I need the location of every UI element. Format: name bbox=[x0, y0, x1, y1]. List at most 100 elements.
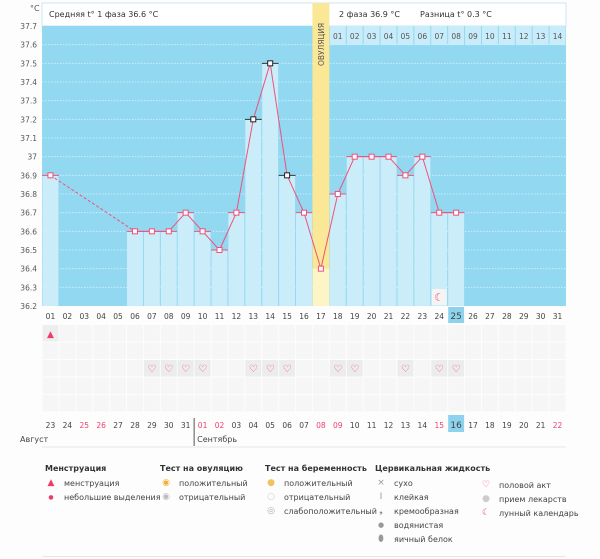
calendar-date-label: 07 bbox=[299, 421, 309, 430]
symptom-cell-filled bbox=[448, 360, 465, 377]
symptom-cell bbox=[363, 325, 380, 342]
cycle-day-label: 31 bbox=[553, 312, 563, 321]
calendar-date-label: 09 bbox=[333, 421, 343, 430]
symptom-cell bbox=[42, 395, 59, 412]
y-tick-label: 36.8 bbox=[20, 190, 37, 199]
symptom-cell bbox=[160, 395, 177, 412]
symptom-cell bbox=[346, 342, 363, 359]
unit-label: °C bbox=[30, 4, 40, 13]
cycle-day-label: 28 bbox=[502, 312, 512, 321]
heart-icon: ♡ bbox=[452, 364, 461, 375]
symptom-cell bbox=[481, 360, 498, 377]
cycle-day-label: 21 bbox=[384, 312, 394, 321]
menstruation-icon: ▲ bbox=[47, 330, 54, 340]
symptom-cell bbox=[380, 342, 397, 359]
legend-label: прием лекарств bbox=[499, 494, 567, 504]
symptom-cell bbox=[465, 395, 481, 412]
symptom-cell bbox=[160, 377, 177, 394]
divider bbox=[42, 556, 566, 557]
calendar-date-label: 29 bbox=[147, 421, 157, 430]
symptom-cell bbox=[211, 377, 228, 394]
symptom-cell bbox=[93, 377, 110, 394]
symptom-cell-filled bbox=[329, 360, 346, 377]
phase2-day-label: 08 bbox=[451, 32, 461, 41]
symptom-cell bbox=[245, 325, 262, 342]
temperature-line-segment bbox=[303, 212, 322, 269]
calendar-date-label: 15 bbox=[434, 421, 444, 430]
y-tick-label: 36.9 bbox=[20, 171, 37, 180]
symptom-cell bbox=[346, 377, 363, 394]
symptom-cell bbox=[498, 377, 515, 394]
temperature-bar bbox=[397, 175, 414, 306]
temperature-bar bbox=[380, 156, 397, 306]
phase2-day-cell bbox=[431, 26, 448, 45]
temperature-bar bbox=[127, 231, 143, 306]
y-tick-label: 37.7 bbox=[20, 22, 37, 31]
symptom-cell bbox=[127, 325, 143, 342]
symptom-cell-filled bbox=[160, 360, 177, 377]
symptom-cell bbox=[228, 395, 245, 412]
today-marker bbox=[448, 307, 465, 323]
temperature-line-segment bbox=[168, 212, 187, 232]
cycle-day-label: 08 bbox=[164, 312, 174, 321]
legend-label: яичный белок bbox=[394, 534, 453, 544]
temperature-point bbox=[419, 153, 426, 160]
symptom-cell bbox=[414, 395, 431, 412]
temperature-line-segment bbox=[269, 63, 288, 176]
calendar-date-label: 20 bbox=[519, 421, 529, 430]
spotting-icon: ● bbox=[48, 493, 54, 501]
symptom-cell bbox=[211, 342, 228, 359]
temperature-point bbox=[436, 209, 443, 216]
cycle-day-label: 19 bbox=[350, 312, 360, 321]
heart-icon: ♡ bbox=[333, 364, 342, 375]
symptom-cell bbox=[42, 342, 59, 359]
cycle-day-label: 01 bbox=[46, 312, 56, 321]
symptom-cell bbox=[59, 377, 76, 394]
temperature-line-segment bbox=[219, 212, 237, 251]
negative-test-icon: ◉ bbox=[162, 492, 170, 502]
symptom-cell bbox=[346, 325, 363, 342]
symptom-cell bbox=[262, 342, 279, 359]
symptom-cell bbox=[397, 395, 414, 412]
cycle-day-label: 22 bbox=[401, 312, 411, 321]
symptom-cell bbox=[312, 325, 329, 342]
cycle-day-label: 06 bbox=[130, 312, 140, 321]
symptom-cell bbox=[59, 325, 76, 342]
cycle-day-label: 05 bbox=[113, 312, 123, 321]
temperature-point bbox=[385, 153, 392, 160]
legend-label: небольшие выделения bbox=[64, 492, 161, 502]
calendar-date-label: 27 bbox=[113, 421, 123, 430]
y-tick-label: 36.4 bbox=[20, 265, 37, 274]
symptom-cell bbox=[532, 360, 549, 377]
y-tick-label: 37.6 bbox=[20, 41, 37, 50]
symptom-cell bbox=[110, 360, 127, 377]
symptom-cell bbox=[329, 342, 346, 359]
symptom-cell bbox=[515, 377, 532, 394]
egg-white-icon: ⬮ bbox=[378, 534, 384, 544]
cycle-day-label: 13 bbox=[249, 312, 259, 321]
calendar-date-label: 03 bbox=[232, 421, 242, 430]
temperature-line-segment bbox=[421, 156, 440, 213]
symptom-cell bbox=[363, 342, 380, 359]
moon-cell bbox=[431, 289, 447, 305]
legend-label: отрицательный bbox=[179, 492, 246, 502]
temperature-chart: °C Средняя t° 1 фаза 36.6 °C 2 фаза 36.9 °… bbox=[20, 2, 567, 448]
temperature-point bbox=[453, 209, 460, 216]
temperature-point bbox=[368, 153, 375, 160]
legend-label: кремообразная bbox=[394, 506, 459, 516]
legend-title: Тест на беременность bbox=[265, 464, 367, 473]
symptom-cell bbox=[397, 377, 414, 394]
legend-title: Тест на овуляцию bbox=[160, 464, 243, 473]
symptom-cell bbox=[127, 342, 143, 359]
y-tick-label: 36.2 bbox=[20, 302, 37, 311]
symptom-cell bbox=[414, 325, 431, 342]
symptom-cell bbox=[448, 342, 465, 359]
y-tick-label: 37.5 bbox=[20, 59, 37, 68]
symptom-cell bbox=[228, 325, 245, 342]
calendar-date-label: 12 bbox=[384, 421, 394, 430]
temperature-bar bbox=[211, 250, 228, 306]
phase2-day-cell bbox=[448, 26, 465, 45]
calendar-date-label: 11 bbox=[367, 421, 377, 430]
symptom-cell bbox=[380, 395, 397, 412]
symptom-cell bbox=[228, 360, 245, 377]
